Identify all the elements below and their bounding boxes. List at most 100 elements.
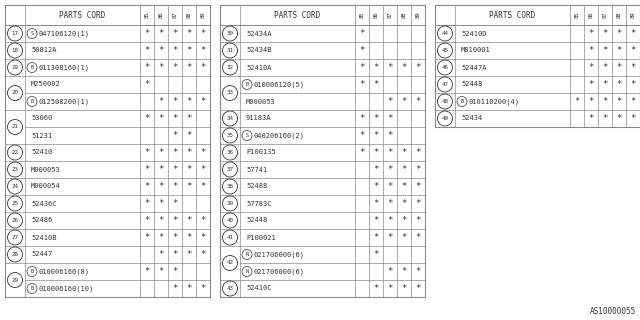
Bar (220, 5, 425, 297)
Text: P100021: P100021 (246, 235, 276, 241)
Text: *: * (630, 63, 636, 72)
Text: *: * (602, 80, 608, 89)
Text: *: * (172, 267, 178, 276)
Text: *: * (387, 284, 393, 293)
Text: 86: 86 (589, 12, 593, 18)
Text: *: * (172, 250, 178, 259)
Circle shape (438, 111, 452, 126)
Text: *: * (387, 267, 393, 276)
Circle shape (223, 213, 237, 228)
Text: *: * (616, 114, 621, 123)
Circle shape (438, 60, 452, 75)
Text: 52410C: 52410C (246, 285, 271, 292)
Text: *: * (359, 148, 365, 157)
Text: M250002: M250002 (31, 82, 61, 87)
Text: *: * (186, 182, 192, 191)
Text: 52448: 52448 (461, 82, 483, 87)
Circle shape (27, 284, 37, 293)
Text: *: * (630, 80, 636, 89)
Text: *: * (630, 97, 636, 106)
Text: *: * (172, 29, 178, 38)
Text: *: * (144, 80, 150, 89)
Text: *: * (144, 46, 150, 55)
Text: 23: 23 (12, 167, 19, 172)
Circle shape (8, 43, 22, 58)
Text: 20: 20 (12, 91, 19, 95)
Text: 52486: 52486 (31, 218, 52, 223)
Text: 50812A: 50812A (31, 47, 56, 53)
Text: 021706000(6): 021706000(6) (253, 251, 305, 258)
Text: *: * (359, 46, 365, 55)
Text: *: * (415, 63, 420, 72)
Text: *: * (158, 63, 164, 72)
Text: *: * (172, 216, 178, 225)
Text: *: * (415, 148, 420, 157)
Text: 38: 38 (227, 184, 234, 189)
Text: *: * (144, 165, 150, 174)
Text: 52434A: 52434A (246, 30, 271, 36)
Text: *: * (387, 233, 393, 242)
Text: *: * (373, 233, 379, 242)
Text: 012508200(1): 012508200(1) (38, 98, 90, 105)
Circle shape (223, 145, 237, 160)
Text: 41: 41 (227, 235, 234, 240)
Text: *: * (172, 182, 178, 191)
Text: *: * (373, 182, 379, 191)
Text: 52448: 52448 (246, 218, 268, 223)
Text: *: * (172, 46, 178, 55)
Text: *: * (387, 148, 393, 157)
Text: 011308160(1): 011308160(1) (38, 64, 90, 71)
Text: M000054: M000054 (31, 183, 61, 189)
Text: *: * (186, 63, 192, 72)
Text: M810001: M810001 (461, 47, 491, 53)
Circle shape (27, 62, 37, 73)
Text: *: * (359, 131, 365, 140)
Text: *: * (415, 165, 420, 174)
Text: *: * (373, 63, 379, 72)
Text: B: B (31, 286, 33, 291)
Text: *: * (186, 97, 192, 106)
Text: 34: 34 (227, 116, 234, 121)
Text: *: * (200, 46, 205, 55)
Text: 040206160(2): 040206160(2) (253, 132, 305, 139)
Text: *: * (588, 114, 594, 123)
Text: *: * (158, 216, 164, 225)
Text: *: * (630, 29, 636, 38)
Text: 36: 36 (227, 150, 234, 155)
Text: *: * (144, 29, 150, 38)
Text: *: * (602, 114, 608, 123)
Text: 52434: 52434 (461, 116, 483, 122)
Text: *: * (200, 216, 205, 225)
Text: 86: 86 (159, 12, 163, 18)
Text: 85: 85 (145, 12, 150, 18)
Text: *: * (616, 29, 621, 38)
Circle shape (8, 179, 22, 194)
Text: *: * (144, 114, 150, 123)
Text: 57783C: 57783C (246, 201, 271, 206)
Text: 22: 22 (12, 150, 19, 155)
Text: 29: 29 (12, 277, 19, 283)
Text: *: * (186, 165, 192, 174)
Circle shape (438, 26, 452, 41)
Text: 24: 24 (12, 184, 19, 189)
Text: *: * (200, 233, 205, 242)
Circle shape (438, 43, 452, 58)
Text: *: * (158, 97, 164, 106)
Text: *: * (415, 97, 420, 106)
Text: *: * (158, 165, 164, 174)
Text: 53060: 53060 (31, 116, 52, 122)
Text: 89: 89 (630, 12, 636, 18)
Text: *: * (186, 284, 192, 293)
Circle shape (8, 213, 22, 228)
Text: *: * (359, 80, 365, 89)
Text: *: * (144, 216, 150, 225)
Text: *: * (415, 233, 420, 242)
Circle shape (223, 255, 237, 270)
Text: M000053: M000053 (31, 166, 61, 172)
Text: P100135: P100135 (246, 149, 276, 156)
Circle shape (223, 128, 237, 143)
Text: *: * (401, 233, 406, 242)
Text: *: * (158, 250, 164, 259)
Text: *: * (401, 97, 406, 106)
Text: *: * (172, 233, 178, 242)
